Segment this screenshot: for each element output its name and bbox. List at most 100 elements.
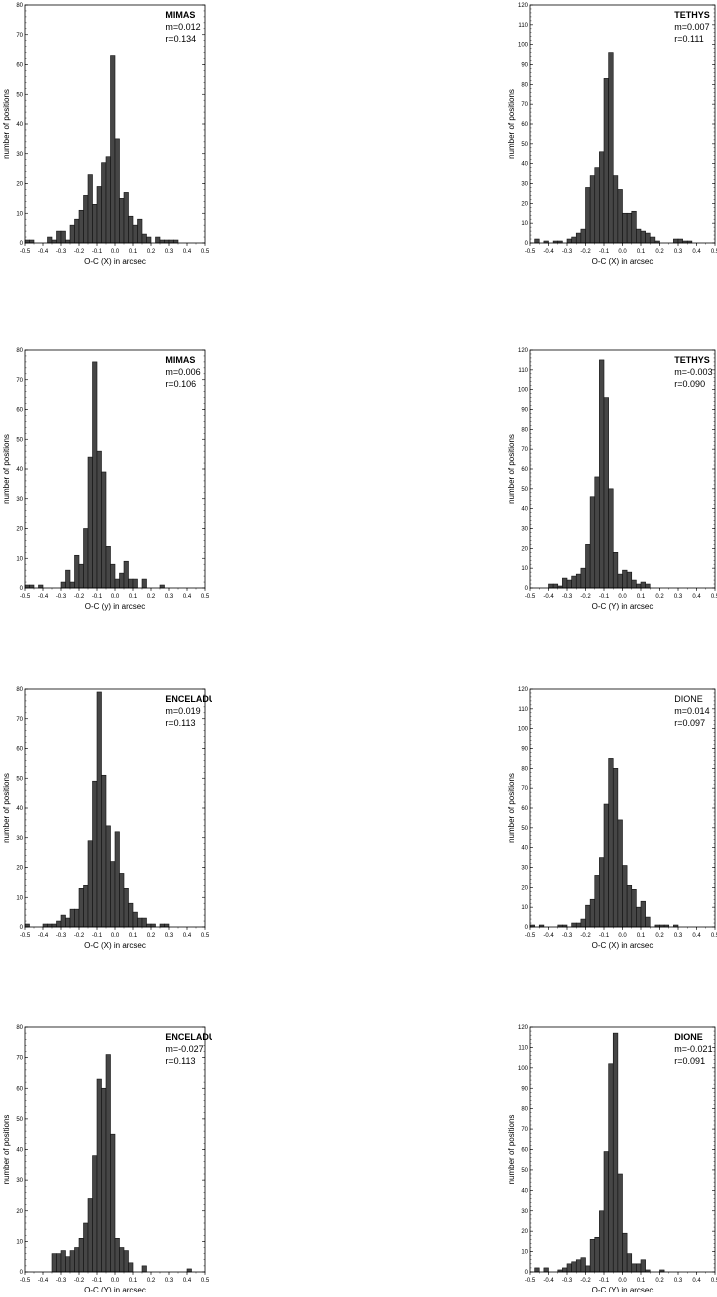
histogram-bar [65, 239, 71, 244]
histogram-bar [96, 186, 102, 244]
histogram-bar [92, 361, 98, 589]
x-tick-label: -0.4 [543, 1278, 554, 1284]
histogram-bar [51, 1253, 57, 1273]
histogram-bar [566, 1263, 572, 1273]
y-tick-label: 110 [518, 1045, 528, 1051]
histogram-bar [42, 923, 48, 928]
histogram-bar [74, 554, 80, 589]
histogram-bar [636, 1263, 642, 1273]
rms-label: r=0.134 [165, 34, 196, 44]
histogram-bar [69, 224, 75, 244]
histogram-bar [589, 1239, 596, 1273]
y-tick-label: 20 [16, 182, 23, 188]
y-tick-label: 30 [16, 497, 23, 503]
y-tick-label: 60 [16, 1086, 23, 1092]
satellite-name-label: MIMAS [165, 355, 195, 365]
histogram-bar [603, 1151, 609, 1273]
histogram-bar [164, 923, 170, 928]
x-tick-label: -0.1 [92, 933, 103, 939]
x-axis-label: O-C (y) in arcsec [85, 602, 145, 611]
histogram-bar [622, 1232, 628, 1273]
y-tick-label: 80 [521, 82, 528, 88]
x-tick-label: 0.5 [711, 1278, 717, 1284]
x-tick-label: -0.3 [562, 1278, 573, 1284]
histogram-bar [137, 218, 143, 244]
histogram-bar [594, 167, 600, 244]
histogram-bar [60, 581, 66, 589]
histogram-bar [580, 918, 586, 928]
x-tick-label: -0.5 [525, 594, 536, 600]
y-tick-label: 80 [16, 3, 23, 9]
histogram-bar [128, 215, 134, 244]
histogram-bar [594, 875, 600, 928]
histogram-bar [173, 239, 179, 244]
histogram-bar [575, 232, 582, 244]
x-tick-label: -0.1 [599, 249, 610, 255]
histogram-bar [141, 1265, 147, 1273]
histogram-bar [110, 1133, 116, 1273]
y-tick-label: 120 [518, 687, 529, 693]
y-tick-label: 40 [521, 162, 528, 168]
y-tick-label: 80 [521, 427, 528, 433]
satellite-name-label: TETHYS [674, 355, 710, 365]
histogram-bar [38, 584, 44, 589]
y-tick-label: 20 [521, 1229, 528, 1235]
histogram-bar [123, 888, 129, 928]
histogram-bar [83, 195, 89, 244]
mean-label: m=0.007 [674, 22, 709, 32]
x-axis-label: O-C (Y) in arcsec [84, 1286, 146, 1292]
x-tick-label: -0.4 [38, 249, 49, 255]
histogram-svg: 0 10 20 30 40 50 60 70 80 90 100 110 120 -0.5 -0.4 -0.3… [507, 1025, 717, 1295]
y-tick-label: 80 [16, 1025, 23, 1031]
histogram-bar [580, 228, 586, 244]
histogram-bar [640, 230, 646, 244]
histogram-bar [74, 908, 80, 928]
histogram-bar [571, 575, 577, 589]
histogram-bar [649, 236, 656, 244]
x-tick-label: 0.2 [147, 249, 156, 255]
x-tick-label: 0.2 [655, 249, 664, 255]
y-axis-label: number of positions [507, 1115, 516, 1185]
histogram-bar [636, 906, 642, 928]
histogram-bar [87, 1198, 93, 1273]
histogram-bar [562, 1267, 568, 1273]
x-tick-label: 0.5 [711, 594, 717, 600]
x-axis-label: O-C (X) in arcsec [84, 941, 146, 950]
mean-label: m=0.006 [165, 367, 200, 377]
histogram-bar [101, 162, 107, 244]
histogram-bar [585, 187, 591, 244]
histogram-bar [83, 1222, 89, 1273]
y-tick-label: 80 [16, 687, 23, 693]
x-tick-label: 0.5 [201, 1278, 210, 1284]
x-tick-label: -0.1 [92, 1278, 103, 1284]
histogram-bar [552, 583, 559, 589]
histogram-bar [47, 236, 53, 244]
y-axis-label: number of positions [2, 773, 11, 843]
histogram-bar [159, 239, 165, 244]
x-tick-label: 0.4 [692, 594, 701, 600]
y-tick-label: 40 [16, 122, 23, 128]
x-tick-label: -0.3 [56, 1278, 67, 1284]
x-tick-label: -0.2 [580, 594, 591, 600]
x-tick-label: -0.5 [525, 933, 536, 939]
y-tick-label: 60 [521, 467, 528, 473]
y-tick-label: 10 [16, 556, 23, 562]
histogram-bar [589, 175, 596, 244]
histogram-bar [594, 476, 600, 589]
y-tick-label: 90 [521, 747, 528, 753]
x-tick-label: -0.3 [56, 249, 67, 255]
y-axis-label: number of positions [2, 89, 11, 159]
histogram-bar [78, 209, 84, 244]
histogram-bar [562, 577, 568, 589]
histogram-bar [640, 581, 646, 589]
histogram-panel: 0 10 20 30 40 50 60 70 80 90 100 110 120 -0.5 -0.4 -0.3… [505, 684, 717, 954]
x-tick-label: -0.3 [562, 249, 573, 255]
x-tick-label: -0.5 [20, 249, 31, 255]
histogram-bar [110, 55, 116, 244]
x-tick-label: 0.4 [183, 1278, 192, 1284]
x-tick-label: 0.3 [674, 1278, 683, 1284]
y-tick-label: 110 [518, 707, 528, 713]
satellite-name-label: ENCELADUS [165, 694, 212, 704]
histogram-bar [566, 238, 572, 244]
histogram-svg: 0 10 20 30 40 50 60 70 80 90 100 110 120 -0.5 -0.4 -0.3… [507, 348, 717, 611]
